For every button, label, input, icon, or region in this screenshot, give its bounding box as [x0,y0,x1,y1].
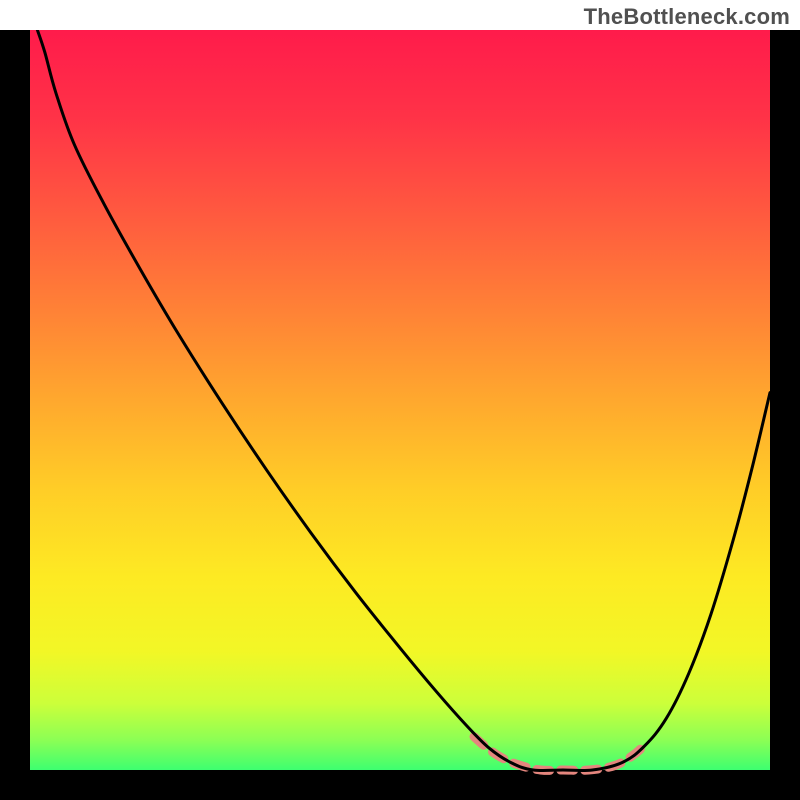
chart-svg [0,30,800,800]
bottleneck-chart [0,30,800,800]
watermark: TheBottleneck.com [584,4,790,30]
